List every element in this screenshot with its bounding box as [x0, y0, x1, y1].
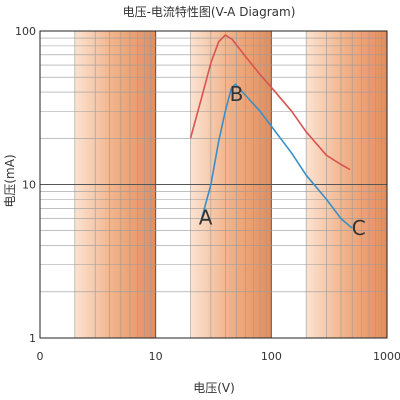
series-line	[189, 34, 351, 171]
y-tick-label: 100	[15, 25, 36, 38]
x-axis-label: 电压(V)	[193, 381, 235, 395]
chart-title: 电压-电流特性图(V-A Diagram)	[123, 4, 296, 19]
y-tick-label: 10	[22, 179, 36, 192]
tick-labels: 0 10 100 1000 100 10 1	[15, 25, 400, 363]
series-line	[200, 83, 353, 229]
plot-frame	[39, 30, 388, 339]
point-label: C	[352, 216, 366, 240]
y-axis-label: 电压(mA)	[3, 154, 17, 207]
point-label: B	[230, 82, 244, 106]
x-tick-label: 10	[149, 350, 163, 363]
x-tick-label: 100	[261, 350, 282, 363]
grid	[40, 31, 387, 338]
y-tick-label: 1	[29, 332, 36, 345]
point-label: A	[199, 205, 213, 229]
x-tick-label: 1000	[373, 350, 400, 363]
x-tick-label: 0	[37, 350, 44, 363]
series-layer	[189, 34, 353, 229]
point-labels: A B C	[199, 82, 366, 240]
